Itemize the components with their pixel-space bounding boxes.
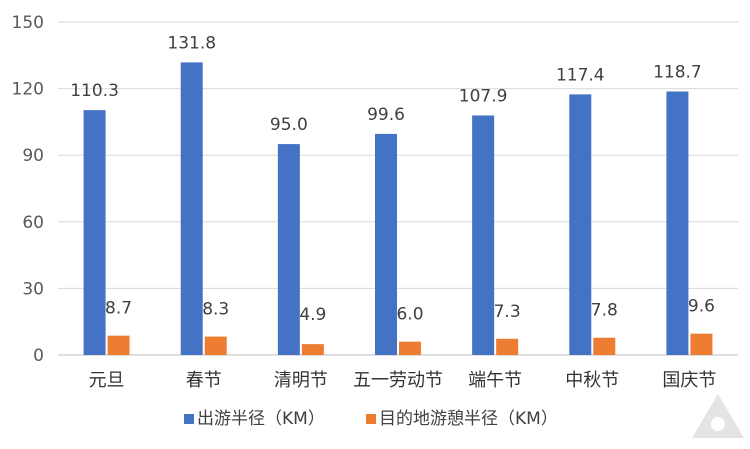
category-label: 元旦 [89, 370, 125, 391]
bar-travel-radius [472, 115, 495, 355]
bar-recreation-radius [204, 336, 227, 355]
bar-recreation-radius [690, 333, 713, 355]
bar-recreation-radius [496, 338, 519, 355]
bar-travel-radius [666, 91, 689, 356]
bar-recreation-radius [399, 341, 421, 355]
x-axis-category-labels: 元旦 春节 清明节 五一劳动节 端午节 中秋节 国庆节 [89, 370, 717, 391]
category-label: 五一劳动节 [353, 370, 443, 391]
data-label: 131.8 [167, 33, 216, 53]
bar-travel-radius [83, 110, 106, 355]
y-tick-label: 120 [12, 80, 44, 100]
y-tick-label: 30 [22, 279, 44, 299]
data-label: 107.9 [459, 86, 508, 106]
watermark-logo [692, 394, 744, 438]
legend-swatch [366, 414, 376, 424]
bar-recreation-radius [301, 344, 324, 355]
data-label: 118.7 [653, 62, 702, 82]
data-label: 117.4 [556, 65, 605, 85]
data-label: 8.7 [105, 299, 132, 319]
data-labels: 110.3 8.7 131.8 8.3 95.0 4.9 99.6 6.0 107.9 7.3 11… [70, 33, 715, 325]
data-label: 6.0 [396, 305, 423, 325]
bar-travel-radius [569, 94, 592, 355]
category-label: 中秋节 [565, 370, 619, 391]
gridlines [58, 21, 738, 356]
legend-swatch [184, 414, 194, 424]
legend-label: 目的地游憩半径（KM） [379, 409, 558, 429]
bar-recreation-radius [593, 337, 616, 355]
category-label: 端午节 [468, 370, 522, 391]
legend: 出游半径（KM） 目的地游憩半径（KM） [184, 409, 558, 429]
data-label: 9.6 [688, 297, 715, 317]
bar-travel-radius [180, 62, 203, 356]
category-label: 清明节 [274, 370, 328, 391]
data-label: 7.8 [591, 301, 618, 321]
data-label: 95.0 [270, 115, 308, 135]
data-label: 99.6 [367, 105, 405, 125]
y-tick-label: 0 [33, 346, 44, 366]
data-label: 7.3 [494, 302, 521, 322]
y-tick-label: 150 [12, 13, 44, 33]
y-tick-label: 90 [22, 146, 44, 166]
watermark-triangle [692, 394, 744, 438]
bar-travel-radius [277, 144, 300, 355]
legend-label: 出游半径（KM） [197, 409, 325, 429]
bar-recreation-radius [107, 335, 130, 355]
y-tick-label: 60 [22, 213, 44, 233]
category-label: 国庆节 [662, 370, 716, 391]
data-label: 4.9 [299, 305, 326, 325]
category-label: 春节 [186, 370, 222, 391]
bars [83, 62, 713, 356]
bar-travel-radius [375, 133, 397, 355]
y-axis-tick-labels: 0 30 60 90 120 150 [12, 13, 44, 366]
data-label: 8.3 [202, 300, 229, 320]
watermark-dot [711, 417, 725, 431]
data-label: 110.3 [70, 81, 119, 101]
